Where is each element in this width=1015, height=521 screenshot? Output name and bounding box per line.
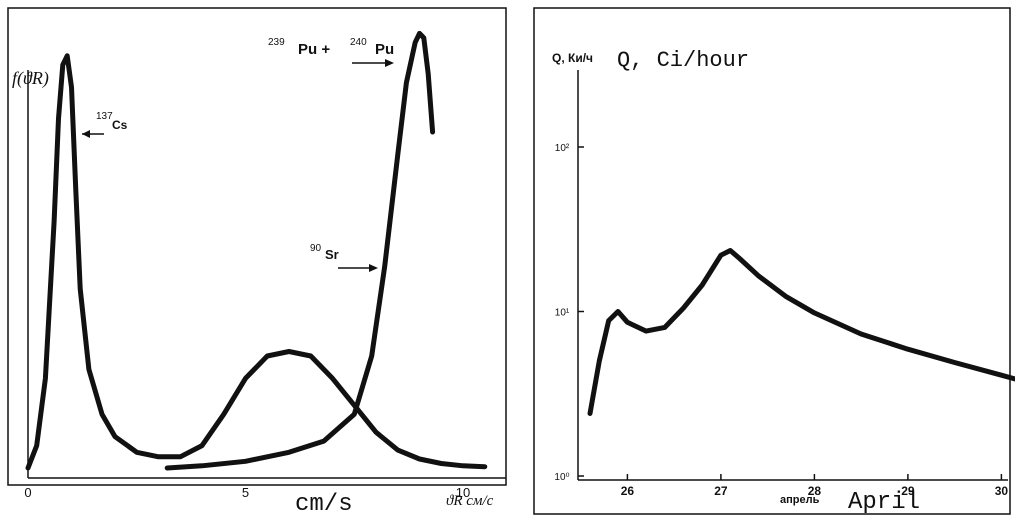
- pu-label-mid: Pu +: [298, 41, 334, 58]
- sr-annotation: 90 Sr: [310, 243, 378, 272]
- series-line-137cs: [25, 53, 488, 471]
- cs-arrow-head: [82, 130, 90, 138]
- left-chart: 0 5 10 f(ϑR) cm/s ϑR см/с 137 Cs 90 Sr 239…: [7, 7, 507, 518]
- y-tick-label: 10¹: [555, 308, 570, 319]
- pu-arrow-head: [385, 59, 394, 67]
- left-x-overlay-label: cm/s: [295, 491, 353, 518]
- y-tick-label: 10⁰: [554, 472, 569, 483]
- cs-label-main: Cs: [112, 118, 128, 132]
- right-x-label-ru: апрель: [780, 494, 820, 506]
- series-line-90sr: [164, 30, 436, 471]
- right-curves: [587, 248, 1015, 416]
- pu-annotation: 239 Pu + 240 Pu: [268, 37, 394, 67]
- right-y-label-ru: Q, Ки/ч: [552, 51, 593, 65]
- x-tick-label: 5: [242, 485, 249, 500]
- sr-label-main: Sr: [325, 247, 339, 262]
- x-tick-label: 29: [901, 484, 915, 498]
- right-x-label-en: April: [848, 489, 920, 516]
- series-line-q: [587, 248, 1015, 416]
- right-chart: 10⁰ 10¹ 10² 26 27 28 29 30 Q, Ки/ч Q, Ci/hour а…: [533, 7, 1015, 516]
- x-tick-label: 10: [456, 485, 470, 500]
- x-tick-label: 26: [621, 484, 635, 498]
- right-chart-frame: [533, 7, 1011, 515]
- sr-arrow-head: [369, 264, 378, 272]
- x-tick-label: 30: [995, 484, 1009, 498]
- right-y-label-en: Q, Ci/hour: [617, 48, 749, 73]
- x-tick-label: 28: [808, 484, 822, 498]
- left-curves: [25, 30, 488, 471]
- sr-label-sup: 90: [310, 243, 322, 254]
- pu-label-sup-239: 239: [268, 37, 285, 48]
- cs-annotation: 137 Cs: [82, 111, 128, 138]
- pu-label-end: Pu: [375, 41, 394, 58]
- cs-label-sup: 137: [96, 111, 113, 122]
- y-tick-label: 10²: [555, 143, 570, 154]
- pu-label-sup-240: 240: [350, 37, 367, 48]
- x-tick-label: 0: [24, 485, 31, 500]
- left-chart-frame: [7, 7, 507, 486]
- x-tick-label: 27: [714, 484, 728, 498]
- left-y-label: f(ϑR): [12, 68, 49, 89]
- left-x-ticks: 0 5 10: [24, 485, 470, 500]
- left-x-axis-label: ϑR см/с: [446, 493, 494, 509]
- right-ticks: 10⁰ 10¹ 10² 26 27 28 29 30: [554, 143, 1008, 498]
